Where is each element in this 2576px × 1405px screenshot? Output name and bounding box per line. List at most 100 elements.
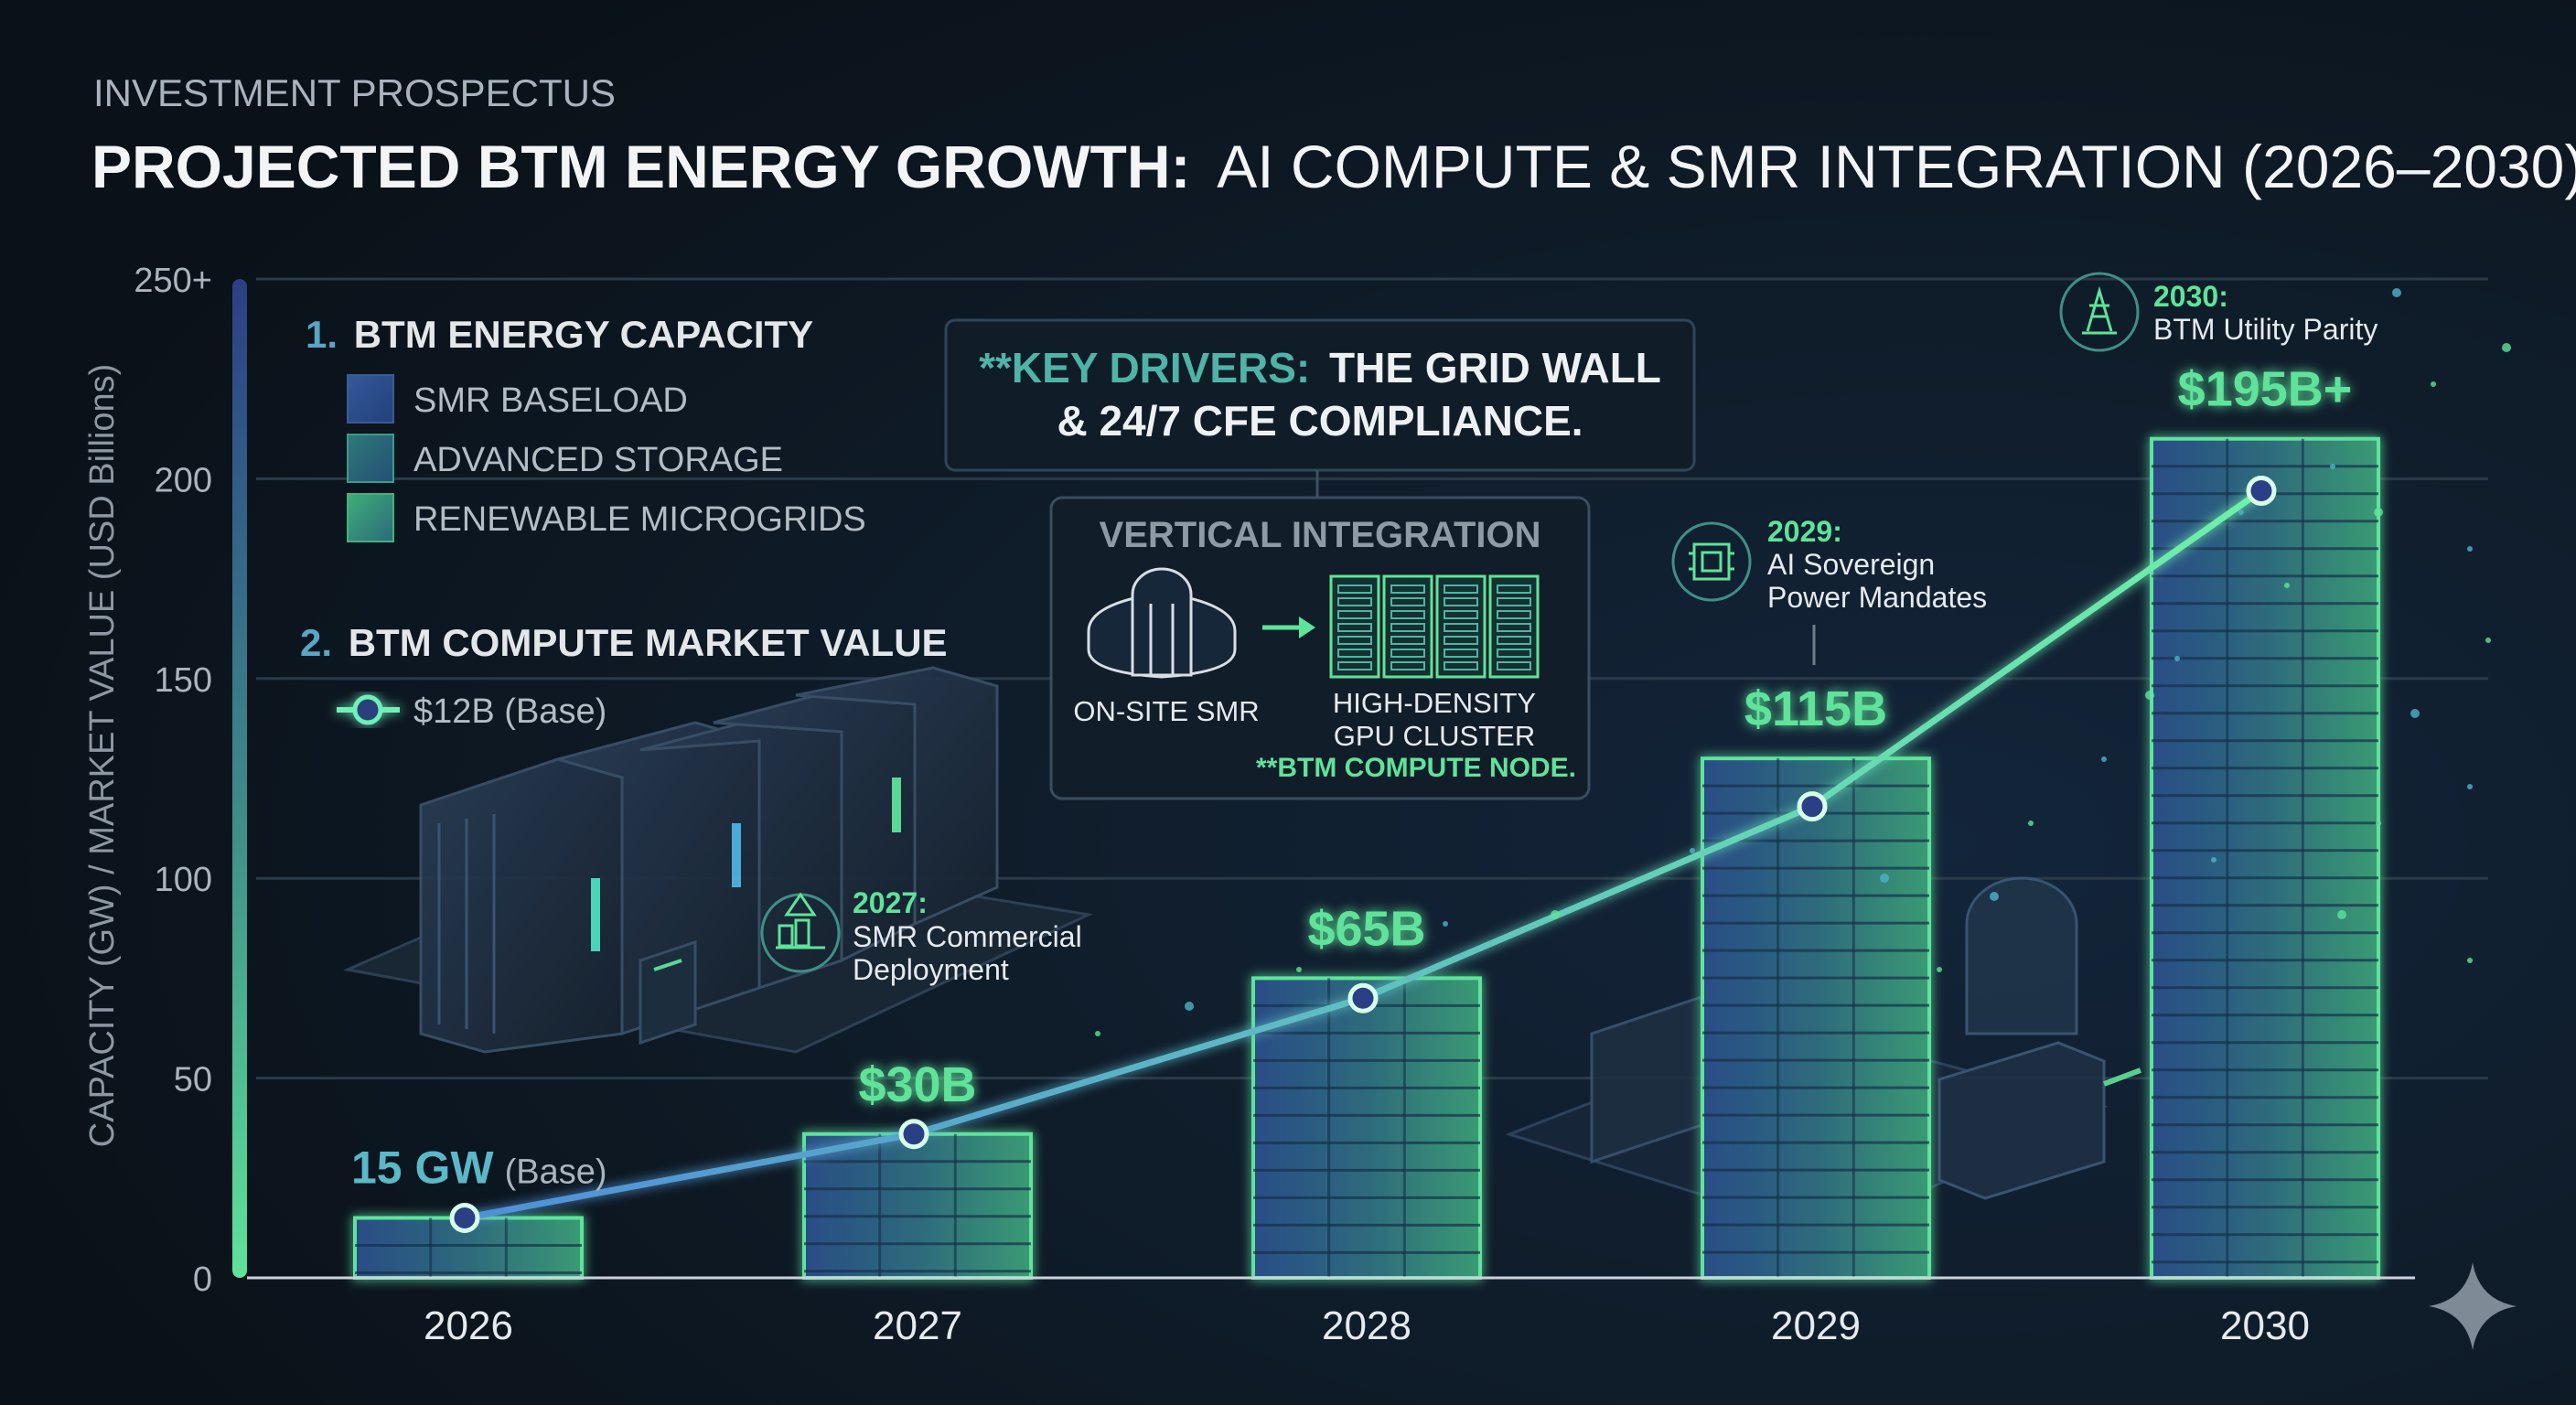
- rack-slot: [1444, 636, 1478, 645]
- legend-line-label: $12B (Base): [413, 692, 606, 731]
- bar-body: [1251, 976, 1482, 1281]
- market-value-point-2027: [898, 1119, 929, 1150]
- market-value-line: [449, 476, 2277, 1233]
- particle: [1551, 910, 1560, 919]
- y-tick-label: 0: [193, 1260, 212, 1299]
- y-tick-label: 50: [174, 1061, 212, 1099]
- svg-text:1. BTM ENERGY CAPACITY: 1. BTM ENERGY CAPACITY: [306, 313, 813, 356]
- legend-section2-number: 2.: [300, 621, 332, 664]
- data-label-suffix: (Base): [505, 1153, 607, 1191]
- transmission-tower-icon: [2082, 285, 2117, 335]
- market-value-point-2030: [2246, 476, 2277, 507]
- milestone-text: Power Mandates: [1767, 581, 1987, 614]
- legend-swatch-smr: [347, 374, 394, 424]
- particle: [1937, 967, 1942, 972]
- particle: [1880, 874, 1889, 883]
- particle: [2330, 464, 2335, 469]
- legend-label: RENEWABLE MICROGRIDS: [413, 500, 866, 539]
- milestone-2030: 2030: BTM Utility Parity: [2059, 272, 2377, 352]
- chip-icon: [1689, 542, 1734, 581]
- y-tick-label: 200: [155, 461, 212, 499]
- vertical-integration-title: VERTICAL INTEGRATION: [1100, 515, 1541, 555]
- milestone-text: BTM Utility Parity: [2153, 313, 2377, 346]
- particle: [2101, 756, 2107, 762]
- server-rack-illustration: [342, 666, 1094, 1054]
- rack-slot: [1444, 597, 1478, 606]
- legend-section1-number: 1.: [306, 313, 338, 356]
- particle-decoration: [1095, 288, 2511, 1036]
- reactor-icon: [776, 892, 825, 949]
- y-tick-label: 250+: [134, 262, 212, 300]
- rack-slot: [1444, 585, 1478, 594]
- bar-body: [802, 1132, 1033, 1280]
- rack-slot: [1390, 610, 1425, 619]
- rack-slot: [1337, 636, 1372, 645]
- particle: [2238, 509, 2244, 515]
- title-rest: AI COMPUTE & SMR INTEGRATION (2026–2030): [1217, 133, 2576, 200]
- rack-slot: [1390, 585, 1425, 594]
- rack-slot: [1337, 597, 1372, 606]
- rack-slot: [1497, 636, 1531, 645]
- legend-label: SMR BASELOAD: [413, 381, 688, 420]
- particle: [2410, 709, 2420, 718]
- data-label-value: 15 GW: [351, 1142, 494, 1193]
- rack-slot: [1444, 649, 1478, 658]
- particle: [2392, 288, 2401, 297]
- particle: [1690, 848, 1695, 853]
- compute-node-label: **BTM COMPUTE NODE.: [1256, 753, 1576, 783]
- x-tick-label: 2027: [873, 1303, 962, 1348]
- particle: [2431, 381, 2436, 387]
- particle: [2502, 343, 2511, 352]
- rack-slot: [1497, 661, 1531, 670]
- vertical-integration-panel: VERTICAL INTEGRATION ON-SITE SMR HIGH-DE…: [1049, 496, 1591, 800]
- data-label: $115B: [1744, 681, 1887, 736]
- capacity-bar-2030: [2150, 436, 2380, 1281]
- particle: [2485, 638, 2491, 643]
- particle: [2376, 820, 2381, 826]
- particle: [2028, 820, 2034, 826]
- milestone-2029: 2029: AI Sovereign Power Mandates: [1671, 515, 1987, 665]
- particle: [2211, 857, 2216, 863]
- legend-section2-title: BTM COMPUTE MARKET VALUE: [349, 621, 948, 664]
- svg-text:2. BTM COMPUTE MARKET VA: 2. BTM COMPUTE MARKET VALUE: [300, 621, 948, 664]
- rack-slot: [1390, 623, 1425, 632]
- title-bold: PROJECTED BTM ENERGY GROWTH:: [91, 133, 1191, 200]
- data-label: $195B+: [2178, 362, 2353, 417]
- particle: [1095, 1031, 1100, 1036]
- particle: [2145, 691, 2154, 700]
- legend-line-marker: [337, 694, 400, 725]
- legend-swatch-microgrids: [347, 493, 394, 542]
- eyebrow-label: INVESTMENT PROSPECTUS: [93, 71, 616, 114]
- data-label: $65B: [1307, 901, 1425, 956]
- particle: [1990, 892, 1999, 901]
- legend-item-smr-baseload: SMR BASELOAD: [347, 374, 688, 424]
- cluster-label-line1: HIGH-DENSITY: [1333, 687, 1536, 719]
- particle: [2467, 784, 2473, 789]
- rack-slot: [1444, 610, 1478, 619]
- x-tick-label: 2030: [2220, 1303, 2310, 1348]
- gpu-cluster-icon: [1329, 574, 1540, 679]
- key-drivers-prefix: **KEY DRIVERS:: [979, 344, 1310, 391]
- rack-slot: [1390, 649, 1425, 658]
- sparkle-star-icon: [2429, 1262, 2517, 1350]
- key-drivers-line1: THE GRID WALL: [1329, 344, 1661, 391]
- x-tick-label: 2026: [424, 1303, 513, 1348]
- rack-slot: [1337, 610, 1372, 619]
- key-drivers-line2: & 24/7 CFE COMPLIANCE.: [1057, 397, 1583, 445]
- particle: [1443, 921, 1448, 927]
- particle: [2467, 546, 2473, 552]
- rack-slot: [1444, 661, 1478, 670]
- milestone-year: 2029:: [1767, 515, 1842, 548]
- particle: [2467, 958, 2473, 963]
- rack-slot: [1497, 649, 1531, 658]
- particle: [2174, 656, 2180, 661]
- smr-reactor-icon: [1087, 567, 1237, 679]
- legend-swatch-storage: [347, 434, 394, 483]
- bar-body: [1701, 756, 1931, 1280]
- milestone-text: AI Sovereign: [1767, 548, 1935, 581]
- rack-slot: [1497, 610, 1531, 619]
- rack-slot: [1390, 597, 1425, 606]
- particle: [1296, 967, 1302, 972]
- milestone-2027: 2027: SMR Commercial Deployment: [760, 886, 1082, 986]
